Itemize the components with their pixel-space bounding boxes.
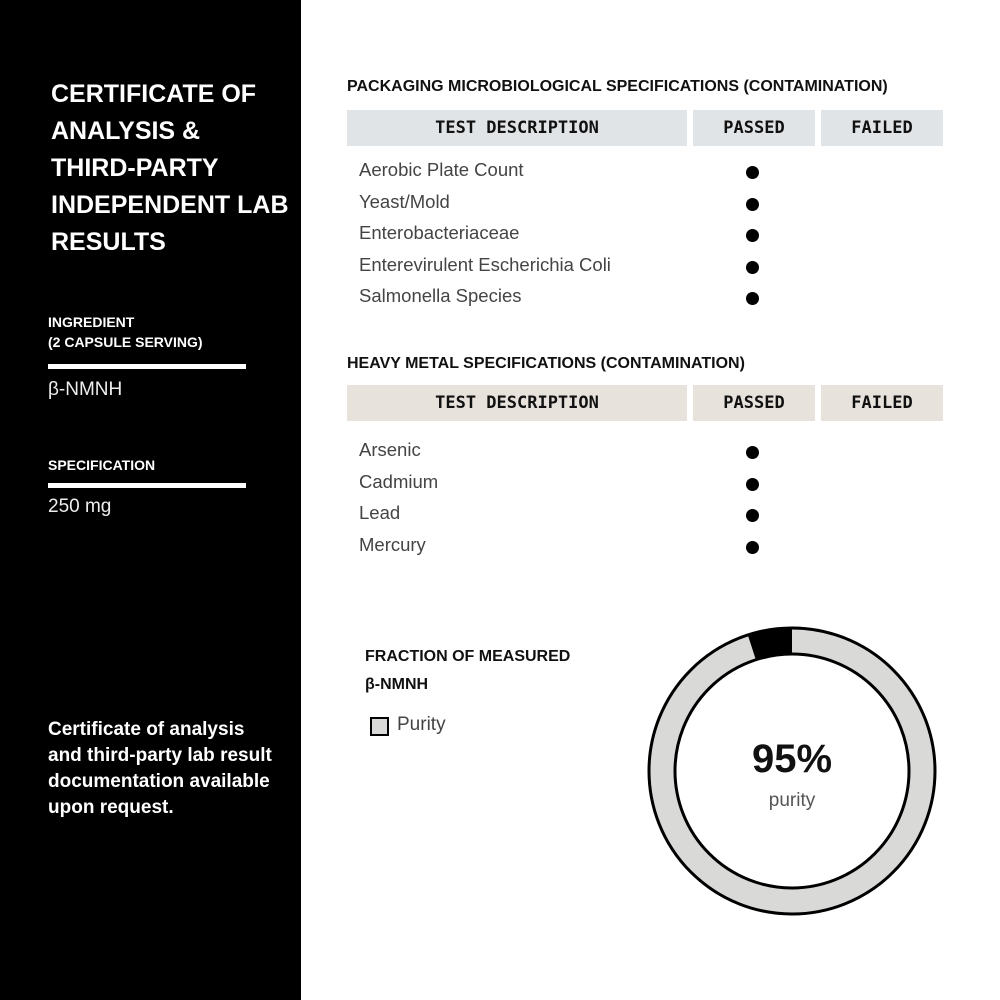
result-dot bbox=[746, 446, 759, 459]
metal-header-test: TEST DESCRIPTION bbox=[347, 385, 687, 421]
impurity-arc bbox=[747, 628, 792, 660]
outer-border bbox=[647, 626, 937, 916]
legend-label: Purity bbox=[397, 714, 446, 735]
page-title: CERTIFICATE OF ANALYSIS & THIRD-PARTY IN… bbox=[51, 80, 289, 256]
result-dot bbox=[746, 292, 759, 305]
test-row-name: Aerobic Plate Count bbox=[359, 159, 524, 180]
test-row-name: Salmonella Species bbox=[359, 285, 522, 306]
test-row-name: Enterobacteriaceae bbox=[359, 222, 520, 243]
purity-title: FRACTION OF MEASURED β-NMNH bbox=[365, 648, 571, 693]
result-dot bbox=[746, 260, 759, 274]
test-row-name: Lead bbox=[359, 502, 401, 523]
result-dot bbox=[746, 540, 759, 554]
ingredient-value: β-NMNH bbox=[48, 379, 123, 400]
test-row-name: Yeast/Mold bbox=[359, 190, 450, 212]
specification-value: 250 mg bbox=[48, 496, 112, 517]
micro-header-passed: PASSED bbox=[693, 110, 815, 146]
purity-donut bbox=[647, 626, 937, 916]
divider bbox=[48, 364, 246, 369]
test-row-name: Enterevirulent Escherichia Coli bbox=[359, 253, 611, 275]
metal-header-passed: PASSED bbox=[693, 385, 815, 421]
legend-swatch bbox=[370, 717, 389, 736]
test-row-name: Arsenic bbox=[359, 439, 421, 460]
sidebar: CERTIFICATE OF ANALYSIS & THIRD-PARTY IN… bbox=[0, 0, 301, 1000]
result-dot bbox=[746, 509, 759, 522]
result-dot bbox=[746, 477, 759, 491]
availability-note: Certificate of analysis and third-party … bbox=[48, 719, 272, 818]
metal-header-failed: FAILED bbox=[821, 385, 943, 421]
test-row-name: Mercury bbox=[359, 533, 426, 555]
purity-value: 95% bbox=[751, 737, 833, 781]
metal-title: HEAVY METAL SPECIFICATIONS (CONTAMINATIO… bbox=[347, 355, 745, 372]
result-dot bbox=[746, 197, 759, 211]
result-dot bbox=[746, 229, 759, 242]
specification-label: SPECIFICATION bbox=[48, 457, 156, 473]
ingredient-label: INGREDIENT (2 CAPSULE SERVING) bbox=[48, 314, 203, 350]
micro-title: PACKAGING MICROBIOLOGICAL SPECIFICATIONS… bbox=[347, 78, 888, 95]
inner-border bbox=[673, 652, 911, 890]
divider bbox=[48, 483, 246, 488]
micro-header-failed: FAILED bbox=[821, 110, 943, 146]
purity-caption: purity bbox=[768, 790, 816, 811]
result-dot bbox=[746, 166, 759, 179]
test-row-name: Cadmium bbox=[359, 470, 439, 492]
micro-header-test: TEST DESCRIPTION bbox=[347, 110, 687, 146]
